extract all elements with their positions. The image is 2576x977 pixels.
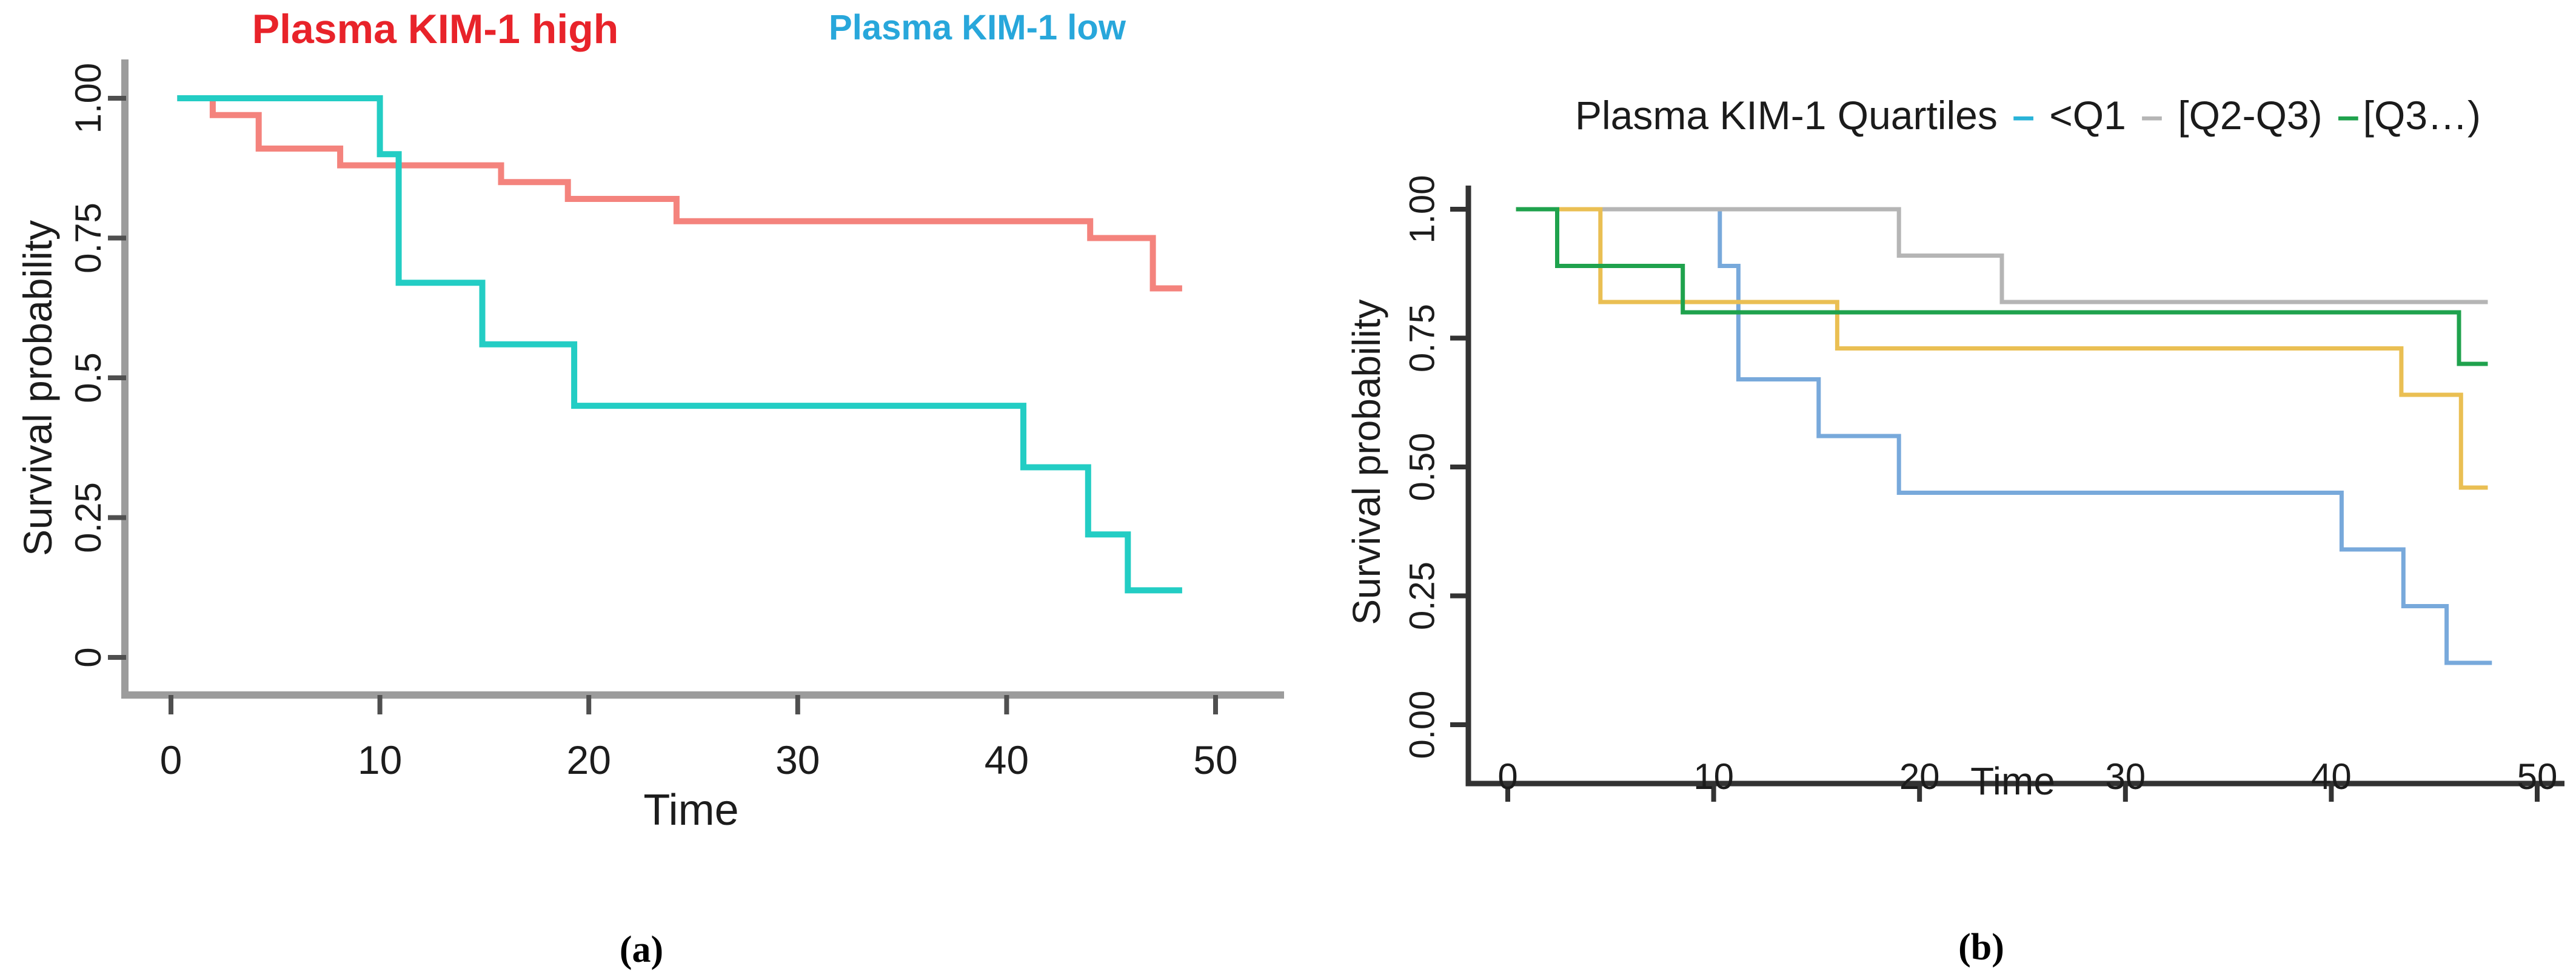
panel-a-ylabel: Survival probability [15, 220, 60, 556]
legend-plasma-kim1-high: Plasma KIM-1 high [252, 6, 619, 52]
x-tick-label-a: 30 [775, 737, 820, 782]
panel-b-title: Plasma KIM-1 Quartiles – <Q1 – [Q2-Q3) –… [1575, 95, 2481, 135]
y-tick-label-b: 0.00 [1402, 691, 1442, 759]
x-tick-label-b: 50 [2517, 756, 2558, 797]
legend-dash-icon: – [2141, 93, 2163, 138]
y-tick-label-b: 0.75 [1402, 304, 1442, 372]
km-curve-b-0 [1516, 207, 2492, 665]
panel-b-xlabel: Time [1970, 759, 2055, 803]
x-tick-label-b: 40 [2311, 756, 2352, 797]
y-tick-label-b: 0.50 [1402, 433, 1442, 502]
x-tick-label-a: 0 [160, 737, 182, 782]
caption-panel-b: (b) [1958, 927, 2004, 968]
km-curve-a-1 [177, 95, 1182, 594]
x-tick-label-a: 10 [358, 737, 402, 782]
panel-b-title-text: <Q1 [2038, 93, 2138, 138]
x-tick-label-b: 0 [1497, 756, 1517, 797]
y-tick-label-a: 0.75 [68, 203, 109, 274]
km-curve-b-3 [1516, 207, 2488, 366]
y-tick-label-a: 0.25 [68, 482, 109, 553]
y-tick-label-a: 0 [68, 647, 109, 667]
km-panel-a: 1.00 0.75 0.5 0.25 0 0 10 20 30 40 50 [68, 59, 1284, 782]
panel-b-title-text: Plasma KIM-1 Quartiles [1574, 93, 2009, 138]
panel-b-title-text: [Q3…) [2363, 93, 2481, 138]
legend-plasma-kim1-low: Plasma KIM-1 low [829, 8, 1126, 47]
km-curve-b-2 [1516, 207, 2488, 490]
y-tick-label-a: 0.5 [68, 352, 109, 403]
km-curve-a-0 [177, 95, 1182, 292]
x-tick-label-b: 20 [1899, 756, 1940, 797]
y-tick-label-b: 1.00 [1402, 175, 1442, 244]
caption-panel-a: (a) [619, 929, 664, 970]
km-curve-b-1 [1516, 207, 2488, 304]
x-tick-label-b: 10 [1693, 756, 1734, 797]
panel-a-xlabel: Time [643, 786, 739, 834]
x-tick-label-b: 30 [2105, 756, 2146, 797]
y-tick-label-b: 0.25 [1402, 562, 1442, 630]
y-tick-label-a: 1.00 [68, 63, 109, 134]
x-tick-label-a: 50 [1193, 737, 1237, 782]
panel-b-title-text: [Q2-Q3) [2166, 93, 2333, 138]
km-panel-b: 1.00 0.75 0.50 0.25 0.00 0 10 20 30 40 50 [1402, 175, 2564, 802]
legend-dash-icon: – [2012, 93, 2035, 138]
x-tick-label-a: 40 [985, 737, 1029, 782]
legend-dash-icon: – [2337, 93, 2360, 138]
x-tick-label-a: 20 [566, 737, 611, 782]
panel-b-ylabel: Survival probability [1345, 299, 1388, 625]
